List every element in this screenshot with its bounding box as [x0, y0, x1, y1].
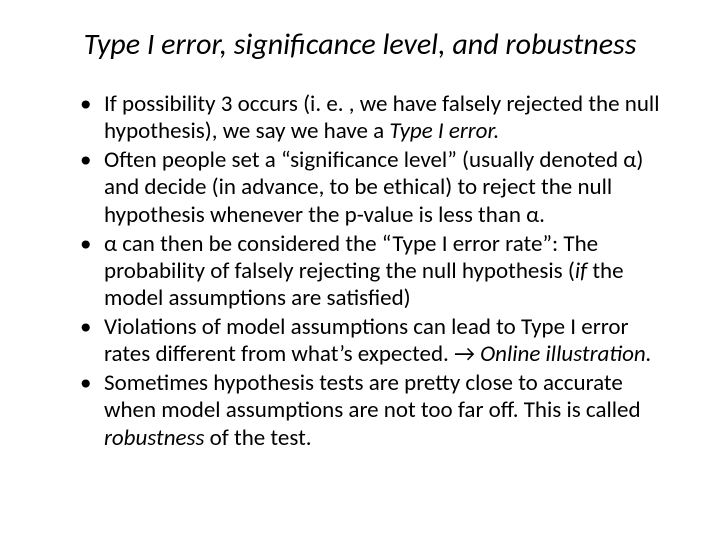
- bullet-text-pre: If possibility 3 occurs (i. e. , we have…: [104, 90, 660, 145]
- list-item: α can then be considered the “Type I err…: [80, 231, 660, 312]
- bullet-text-pre: Often people set a “significance level” …: [104, 146, 643, 228]
- bullet-text-pre: α can then be considered the “Type I err…: [104, 230, 598, 285]
- bullet-text-em: Type I error.: [389, 117, 499, 145]
- list-item: Sometimes hypothesis tests are pretty cl…: [80, 370, 660, 451]
- list-item: Often people set a “significance level” …: [80, 147, 660, 228]
- bullet-list: If possibility 3 occurs (i. e. , we have…: [40, 91, 680, 452]
- bullet-text-post: of the test.: [210, 424, 312, 452]
- bullet-text-pre: Sometimes hypothesis tests are pretty cl…: [104, 369, 641, 424]
- slide: Type I error, significance level, and ro…: [0, 0, 720, 540]
- list-item: If possibility 3 occurs (i. e. , we have…: [80, 91, 660, 145]
- bullet-text-em: robustness: [104, 424, 210, 452]
- list-item: Violations of model assumptions can lead…: [80, 314, 660, 368]
- bullet-text-em: if: [575, 257, 593, 285]
- bullet-text-em: Online illustration.: [480, 340, 651, 368]
- slide-title: Type I error, significance level, and ro…: [40, 26, 680, 63]
